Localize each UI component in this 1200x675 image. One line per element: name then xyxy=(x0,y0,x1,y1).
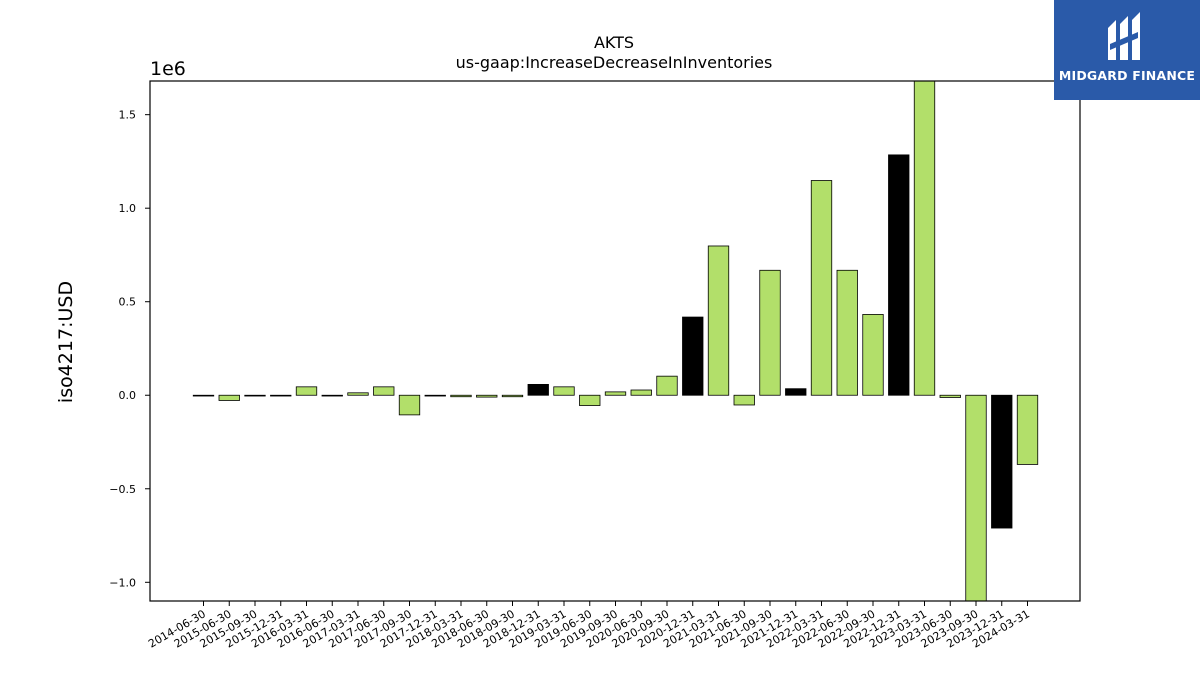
y-tick-label: 0.5 xyxy=(119,296,137,309)
bar-2021-03-31 xyxy=(707,245,730,396)
bar-2018-09-30 xyxy=(501,394,524,398)
bar-2023-12-31 xyxy=(991,394,1013,529)
bar-2019-06-30 xyxy=(579,394,601,406)
y-tick-label: −0.5 xyxy=(109,483,136,496)
y-tick-label: 1.5 xyxy=(119,109,137,122)
y-axis-label: iso4217:USD xyxy=(55,281,77,403)
bar-2018-03-31 xyxy=(450,394,472,398)
bar-2024-03-31 xyxy=(1016,394,1039,465)
bar-2017-03-31 xyxy=(347,392,369,396)
chart-title: AKTS xyxy=(594,33,634,52)
midgard-logo-icon xyxy=(1108,12,1140,60)
bar-2019-03-31 xyxy=(553,386,575,396)
bar-2020-06-30 xyxy=(630,389,652,396)
bar-2016-06-30 xyxy=(321,394,343,397)
bar-2022-09-30 xyxy=(862,314,884,396)
bar-2015-12-31 xyxy=(270,394,292,397)
plot-frame xyxy=(149,80,1081,602)
bar-2021-06-30 xyxy=(733,394,755,406)
bar-2015-06-30 xyxy=(218,394,240,401)
bar-2021-12-31 xyxy=(785,388,807,396)
brand-logo: MIDGARD FINANCE xyxy=(1054,0,1200,100)
bars-group xyxy=(192,80,1039,602)
y-tick-label: 0.0 xyxy=(119,389,137,402)
bar-2018-06-30 xyxy=(476,394,498,398)
y-tick-label: −1.0 xyxy=(109,576,136,589)
bar-2020-09-30 xyxy=(656,375,678,396)
bar-2018-12-31 xyxy=(527,383,549,396)
bar-2023-03-31 xyxy=(913,80,936,396)
chart-subtitle: us-gaap:IncreaseDecreaseInInventories xyxy=(456,53,773,72)
bar-2015-09-30 xyxy=(244,394,266,397)
bar-2020-12-31 xyxy=(682,316,704,396)
bar-2019-09-30 xyxy=(604,391,627,396)
bar-2022-03-31 xyxy=(810,180,833,396)
bar-2021-09-30 xyxy=(759,269,781,396)
x-ticks-group: 2014-06-302015-06-302015-09-302015-12-31… xyxy=(146,601,1032,651)
brand-name: MIDGARD FINANCE xyxy=(1058,68,1196,83)
bar-2023-06-30 xyxy=(939,394,961,398)
y-scale-label: 1e6 xyxy=(150,58,186,80)
bar-2017-09-30 xyxy=(398,394,421,416)
bar-2023-09-30 xyxy=(965,394,987,602)
y-ticks-group: −1.0 −0.5 0.0 0.5 1.0 1.5 xyxy=(109,109,150,589)
bar-2022-12-31 xyxy=(888,154,910,396)
y-tick-label: 1.0 xyxy=(119,202,137,215)
bar-2016-03-31 xyxy=(295,386,318,396)
bar-2014-06-30 xyxy=(192,394,215,397)
bar-2017-06-30 xyxy=(373,386,395,396)
bar-2017-12-31 xyxy=(424,394,446,397)
bar-2022-06-30 xyxy=(836,269,858,396)
